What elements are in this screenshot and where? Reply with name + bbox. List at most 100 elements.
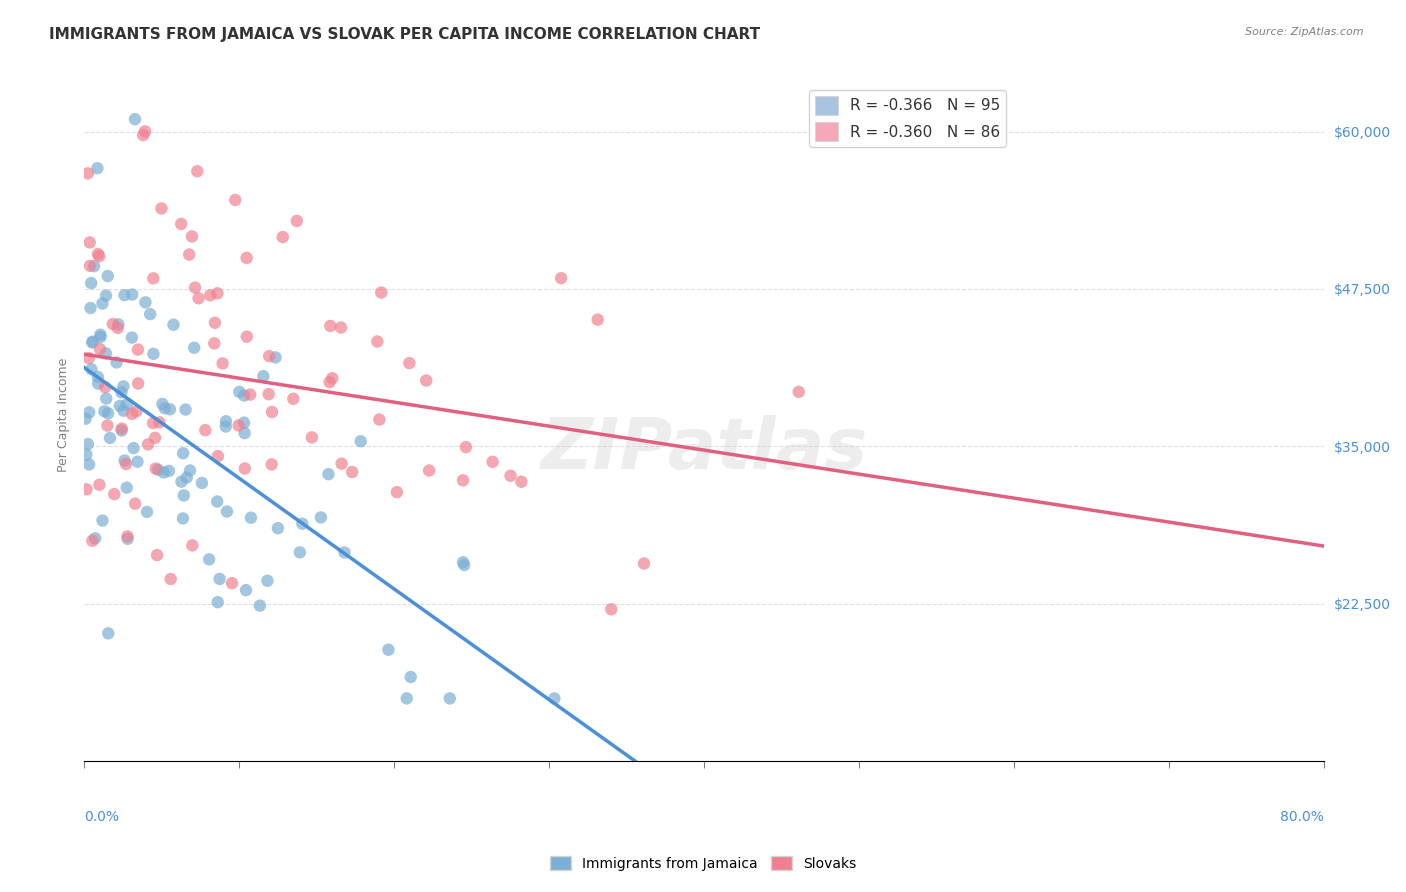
Point <box>207 286 229 301</box>
Point <box>233 426 256 441</box>
Point <box>319 318 342 333</box>
Point <box>368 412 391 426</box>
Point <box>89 477 111 491</box>
Point <box>82 533 104 548</box>
Point <box>152 397 174 411</box>
Point <box>174 402 197 417</box>
Point <box>115 457 138 471</box>
Point <box>176 470 198 484</box>
Point <box>211 356 233 370</box>
Point <box>318 375 340 389</box>
Point <box>239 387 262 401</box>
Point <box>89 249 111 263</box>
Point <box>98 431 121 445</box>
Point <box>87 370 110 384</box>
Legend: R = -0.366   N = 95, R = -0.360   N = 86: R = -0.366 N = 95, R = -0.360 N = 86 <box>808 90 1007 147</box>
Point <box>399 670 422 684</box>
Point <box>224 193 246 207</box>
Point <box>215 419 238 434</box>
Point <box>87 376 110 391</box>
Point <box>228 418 250 433</box>
Point <box>96 418 118 433</box>
Point <box>333 545 356 559</box>
Point <box>80 276 103 290</box>
Point <box>291 516 314 531</box>
Point <box>89 327 111 342</box>
Point <box>114 453 136 467</box>
Point <box>86 161 108 176</box>
Point <box>633 557 655 571</box>
Point <box>97 626 120 640</box>
Point <box>110 385 132 400</box>
Text: Source: ZipAtlas.com: Source: ZipAtlas.com <box>1246 27 1364 37</box>
Point <box>115 481 138 495</box>
Point <box>340 465 363 479</box>
Point <box>787 384 810 399</box>
Point <box>309 510 332 524</box>
Point <box>132 128 155 142</box>
Y-axis label: Per Capita Income: Per Capita Income <box>58 358 70 472</box>
Point <box>79 301 101 315</box>
Point <box>301 430 323 444</box>
Point <box>285 214 308 228</box>
Point <box>454 440 477 454</box>
Point <box>415 374 437 388</box>
Point <box>451 555 474 569</box>
Point <box>510 475 533 489</box>
Point <box>112 403 135 417</box>
Point <box>117 532 139 546</box>
Point <box>117 529 139 543</box>
Point <box>385 485 408 500</box>
Point <box>121 407 143 421</box>
Point <box>191 475 214 490</box>
Point <box>205 494 228 508</box>
Point <box>179 247 201 261</box>
Point <box>395 691 418 706</box>
Point <box>586 312 609 326</box>
Point <box>110 424 132 438</box>
Point <box>215 414 238 428</box>
Point <box>215 504 238 518</box>
Point <box>157 464 180 478</box>
Point <box>181 229 204 244</box>
Point <box>236 329 259 343</box>
Point <box>76 437 98 451</box>
Point <box>208 572 231 586</box>
Point <box>121 330 143 344</box>
Point <box>439 691 461 706</box>
Point <box>249 599 271 613</box>
Point <box>94 346 117 360</box>
Point <box>82 335 104 350</box>
Point <box>136 505 159 519</box>
Point <box>75 411 97 425</box>
Point <box>145 461 167 475</box>
Point <box>148 463 170 477</box>
Point <box>159 402 181 417</box>
Point <box>260 405 283 419</box>
Point <box>142 416 165 430</box>
Point <box>115 397 138 411</box>
Point <box>136 437 159 451</box>
Point <box>84 531 107 545</box>
Point <box>257 349 280 363</box>
Point <box>186 164 208 178</box>
Point <box>162 318 184 332</box>
Point <box>97 268 120 283</box>
Point <box>264 351 287 365</box>
Point <box>77 458 100 472</box>
Point <box>318 467 340 482</box>
Point <box>107 318 129 332</box>
Point <box>267 521 290 535</box>
Point <box>127 376 149 391</box>
Point <box>377 642 399 657</box>
Point <box>418 463 440 477</box>
Point <box>260 458 283 472</box>
Point <box>600 602 623 616</box>
Point <box>233 461 256 475</box>
Point <box>124 497 146 511</box>
Point <box>172 446 194 460</box>
Point <box>127 343 149 357</box>
Point <box>134 295 156 310</box>
Point <box>252 369 274 384</box>
Point <box>239 510 262 524</box>
